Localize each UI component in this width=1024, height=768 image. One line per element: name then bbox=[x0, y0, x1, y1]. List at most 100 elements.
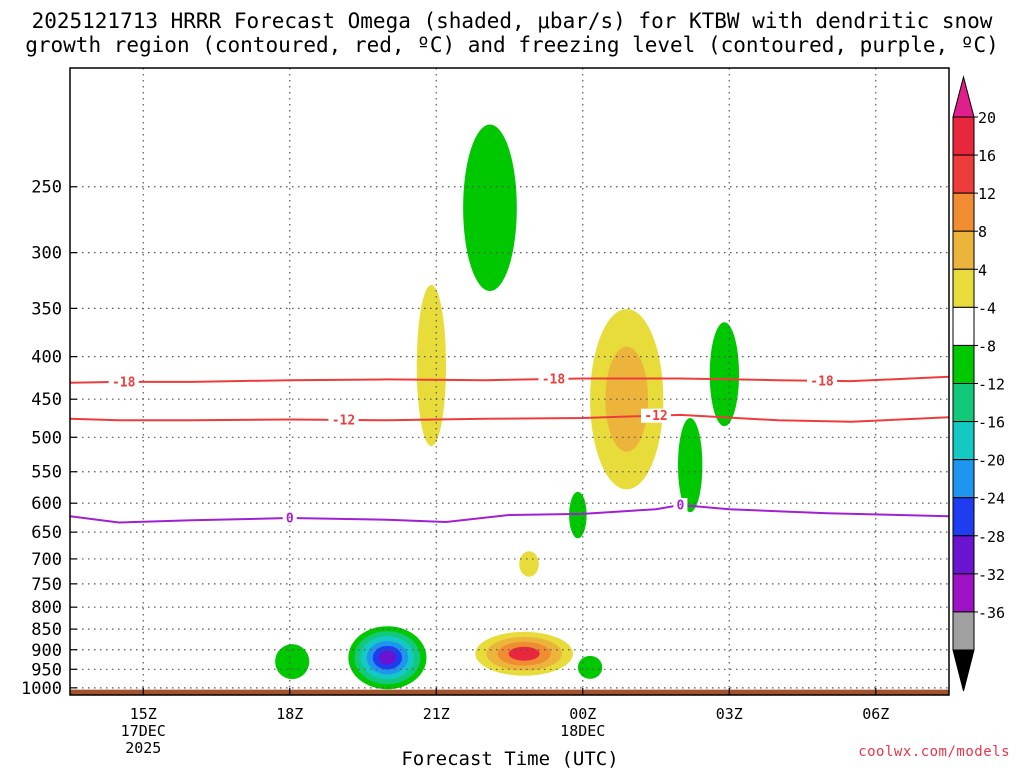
colorbar-label-6: -4 bbox=[978, 299, 996, 317]
y-tick-label-350: 350 bbox=[31, 299, 62, 319]
colorbar-box-4 bbox=[952, 230, 975, 270]
omega-cell-descent-11 bbox=[590, 309, 664, 490]
x-axis-label: Forecast Time (UTC) bbox=[401, 748, 618, 768]
colorbar-top-arrow bbox=[952, 75, 975, 118]
contour-label-2: -18 bbox=[542, 373, 566, 388]
omega-cell-descent-10 bbox=[519, 551, 539, 577]
colorbar-label-5: 4 bbox=[978, 261, 987, 279]
colorbar-bottom-arrow bbox=[952, 649, 975, 692]
y-tick-label-1000: 1000 bbox=[21, 679, 62, 699]
colorbar-box-3 bbox=[952, 192, 975, 232]
omega-level-1 bbox=[709, 322, 740, 427]
contour-label-2: -12 bbox=[644, 409, 667, 424]
contour-3: 00 bbox=[70, 497, 949, 526]
x-tick-label-15Z: 15Z bbox=[130, 705, 157, 723]
x-tick-label-17DEC: 17DEC bbox=[121, 722, 166, 740]
omega-cell-ascent-4 bbox=[569, 491, 587, 539]
y-tick-label-900: 900 bbox=[31, 641, 62, 661]
omega-level-1 bbox=[569, 491, 587, 539]
y-tick-label-650: 650 bbox=[31, 523, 62, 543]
x-tick-label-2025: 2025 bbox=[125, 739, 161, 757]
omega-cell-ascent-6 bbox=[677, 417, 703, 513]
colorbar-label-1: 20 bbox=[978, 109, 996, 127]
colorbar-box-11 bbox=[952, 497, 975, 537]
omega-level-6 bbox=[378, 650, 396, 665]
colorbar-label-8: -12 bbox=[978, 376, 1005, 394]
colorbar-box-8 bbox=[952, 383, 975, 423]
contour-line bbox=[70, 413, 949, 423]
y-tick-label-700: 700 bbox=[31, 550, 62, 570]
contour-label-1: -12 bbox=[332, 413, 355, 428]
contour-label-bg bbox=[641, 408, 671, 423]
colorbar-box-6 bbox=[952, 306, 975, 346]
colorbar-box-1 bbox=[952, 116, 975, 156]
y-tick-label-250: 250 bbox=[31, 178, 62, 198]
contour-label-bg bbox=[673, 497, 688, 512]
y-tick-label-800: 800 bbox=[31, 598, 62, 618]
omega-cell-descent-8 bbox=[416, 284, 447, 447]
x-tick-label-06Z: 06Z bbox=[862, 705, 889, 723]
colorbar-box-13 bbox=[952, 573, 975, 613]
omega-shading bbox=[275, 124, 740, 690]
y-tick-label-550: 550 bbox=[31, 463, 62, 483]
terrain-layer bbox=[70, 689, 949, 695]
watermark: coolwx.com/models bbox=[858, 744, 1010, 760]
colorbar-box-12 bbox=[952, 535, 975, 575]
chart-title-line-1: 2025121713 HRRR Forecast Omega (shaded, … bbox=[31, 9, 993, 33]
plot-frame bbox=[69, 67, 950, 696]
contour-line bbox=[70, 375, 949, 384]
contour-line bbox=[70, 503, 949, 524]
contour-label-bg bbox=[328, 412, 359, 427]
colorbar-box-5 bbox=[952, 268, 975, 308]
omega-level-1 bbox=[463, 124, 517, 292]
contour-2: -12 -12 bbox=[70, 408, 949, 428]
colorbar-label-13: -32 bbox=[978, 566, 1005, 584]
colorbar-box-10 bbox=[952, 459, 975, 499]
contour-label-2: 0 bbox=[677, 498, 685, 513]
chart-title-line-2: growth region (contoured, red, ºC) and f… bbox=[25, 33, 999, 57]
omega-cell-descent-9 bbox=[475, 631, 573, 676]
colorbar-label-10: -20 bbox=[978, 452, 1005, 470]
omega-cell-ascent-7 bbox=[709, 322, 740, 427]
x-tick-label-21Z: 21Z bbox=[423, 705, 450, 723]
x-tick-label-18DEC: 18DEC bbox=[560, 722, 605, 740]
colorbar-label-12: -28 bbox=[978, 528, 1005, 546]
omega-level-4 bbox=[508, 646, 540, 661]
y-tick-label-950: 950 bbox=[31, 660, 62, 680]
x-tick-label-00Z: 00Z bbox=[569, 705, 596, 723]
omega-level-1 bbox=[416, 284, 447, 447]
y-tick-label-600: 600 bbox=[31, 494, 62, 514]
colorbar-label-3: 12 bbox=[978, 185, 996, 203]
contour-label-bg bbox=[538, 372, 569, 387]
omega-cell-ascent-3 bbox=[463, 124, 517, 292]
x-tick-label-18Z: 18Z bbox=[276, 705, 303, 723]
omega-level-1 bbox=[677, 417, 703, 513]
contour-1: -18 -18 -18 bbox=[70, 372, 949, 390]
colorbar-label-9: -16 bbox=[978, 414, 1005, 432]
colorbar: 20 16 12 8 4 -4 -8 -12 -16 -20 -24 -28 -32 -36 bbox=[952, 75, 1005, 692]
y-tick-label-750: 750 bbox=[31, 575, 62, 595]
terrain-band bbox=[70, 689, 949, 695]
y-tick-label-450: 450 bbox=[31, 390, 62, 410]
gridlines bbox=[70, 68, 949, 695]
y-tick-label-850: 850 bbox=[31, 620, 62, 640]
omega-cell-ascent-2 bbox=[348, 626, 427, 690]
omega-level-1 bbox=[577, 655, 603, 679]
contour-label-bg bbox=[282, 510, 297, 525]
y-tick-label-500: 500 bbox=[31, 428, 62, 448]
omega-level-2 bbox=[605, 346, 649, 452]
contour-label-1: -18 bbox=[112, 375, 136, 390]
colorbar-box-7 bbox=[952, 344, 975, 384]
y-tick-label-300: 300 bbox=[31, 244, 62, 264]
x-tick-label-03Z: 03Z bbox=[716, 705, 743, 723]
contour-label-1: 0 bbox=[286, 511, 294, 526]
omega-level-1 bbox=[519, 551, 539, 577]
colorbar-box-9 bbox=[952, 421, 975, 461]
contour-label-bg bbox=[108, 374, 139, 389]
colorbar-label-2: 16 bbox=[978, 147, 996, 165]
omega-cell-ascent-1 bbox=[275, 644, 310, 680]
y-tick-label-400: 400 bbox=[31, 348, 62, 368]
